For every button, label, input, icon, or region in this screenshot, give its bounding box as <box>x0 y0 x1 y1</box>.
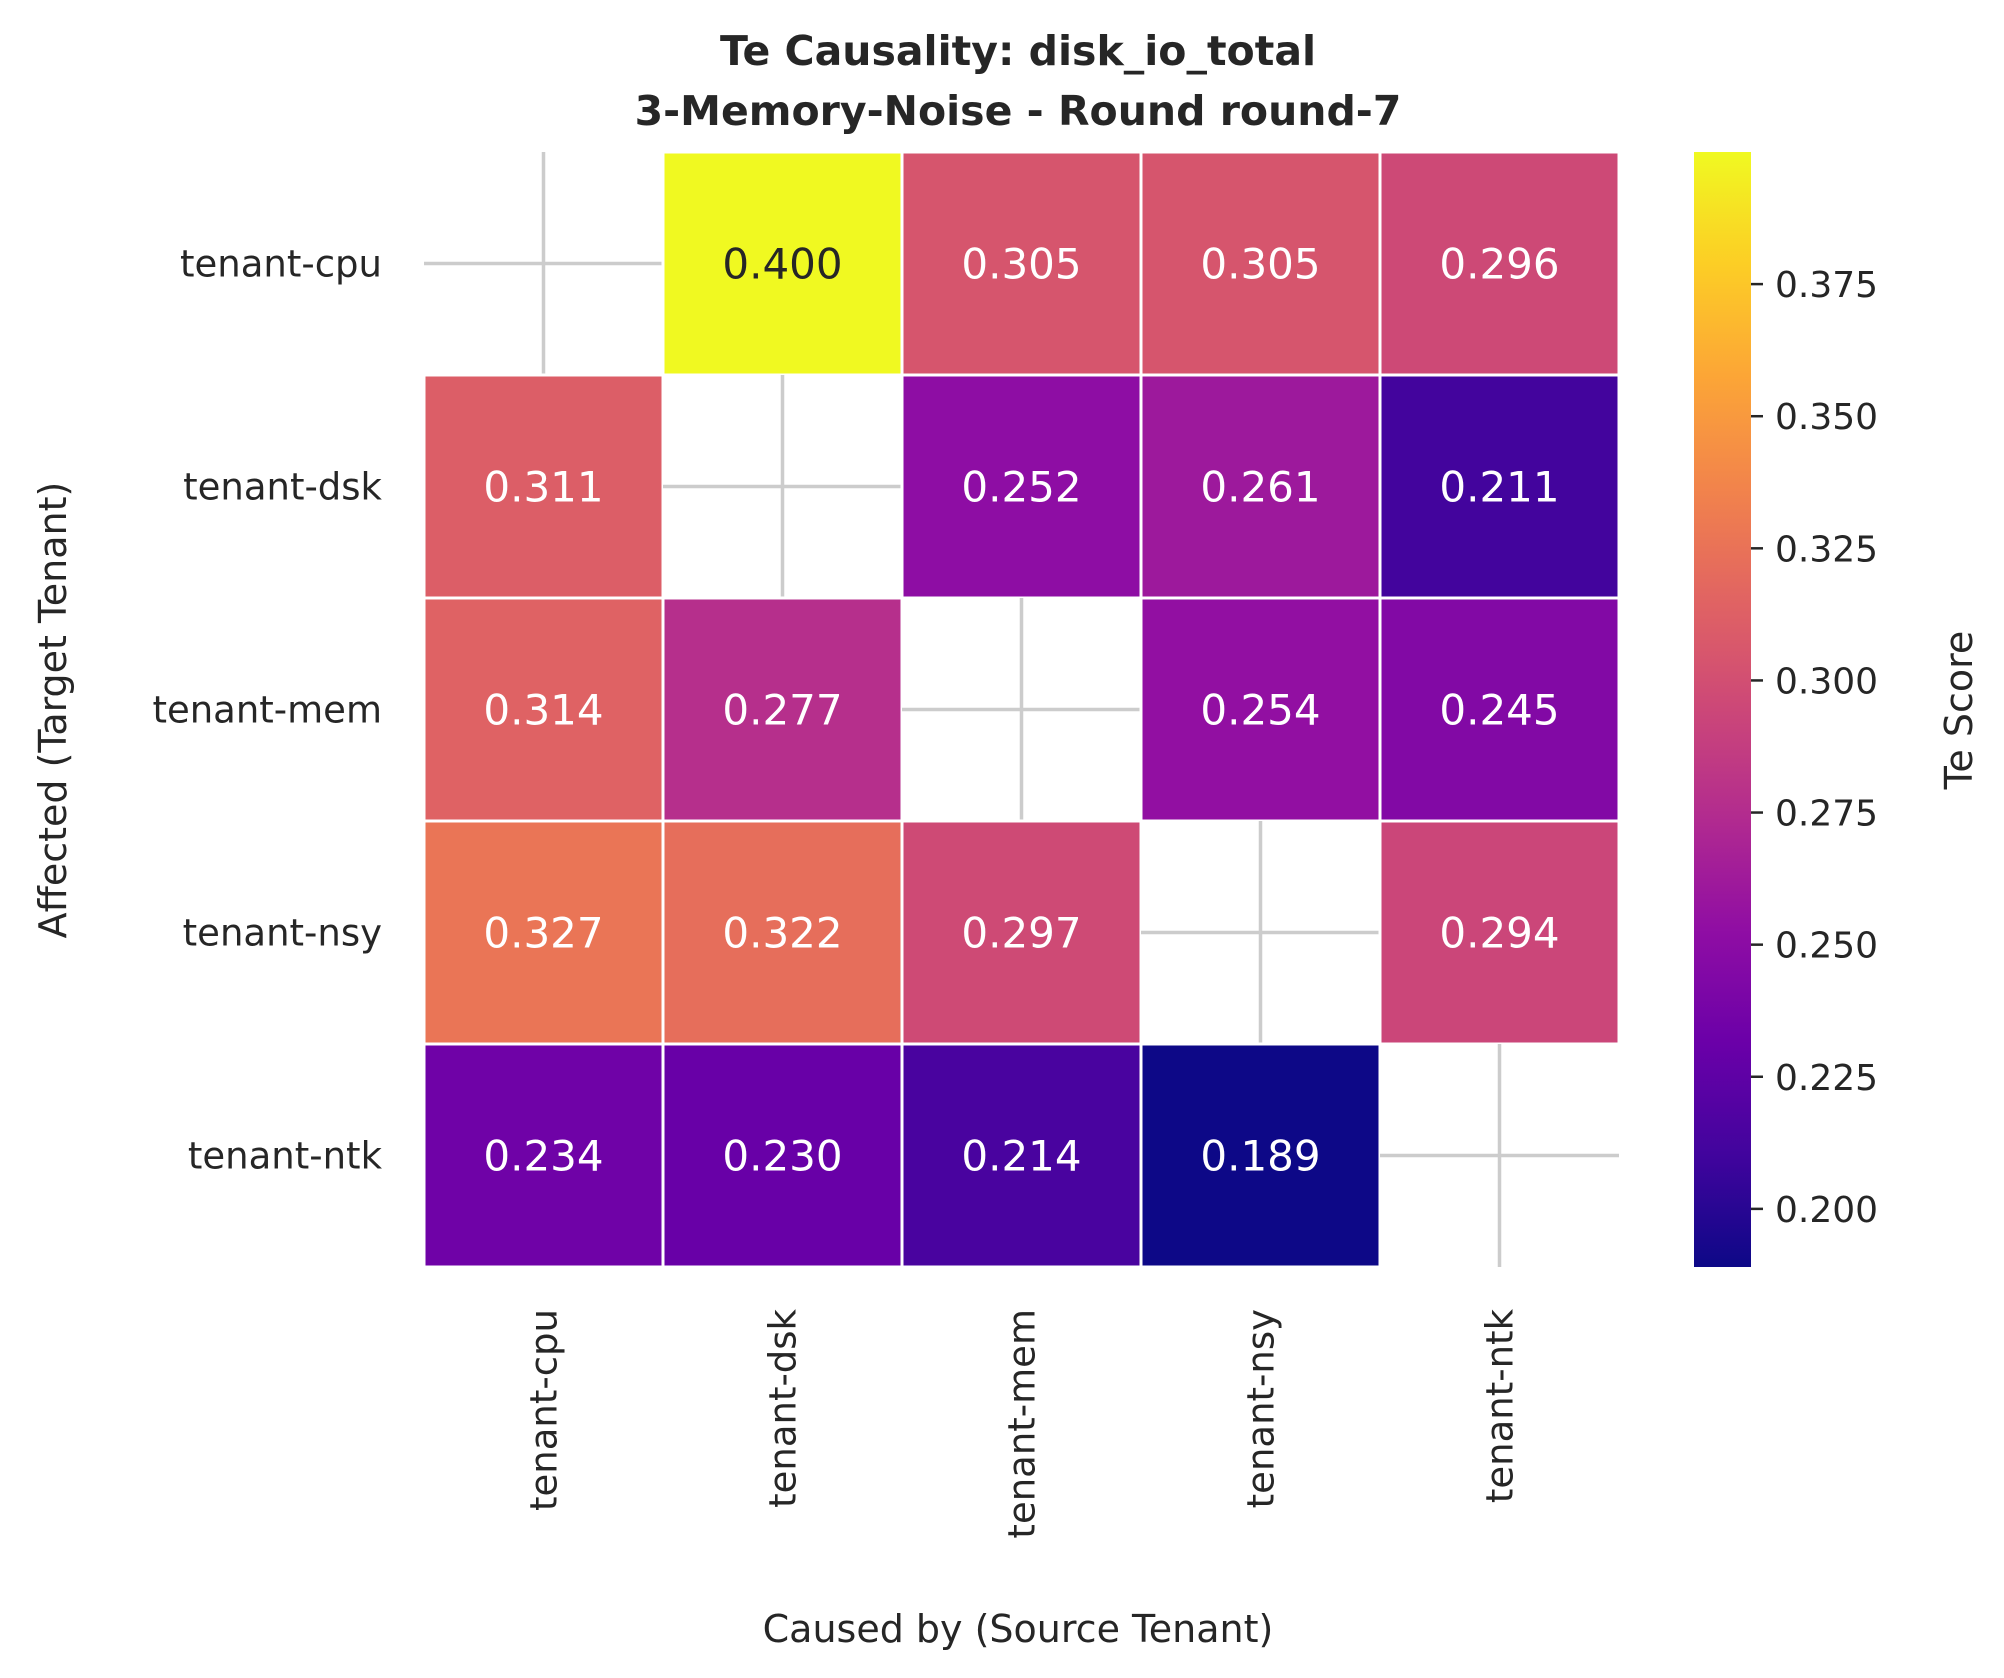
heatmap-cell <box>1378 819 1621 1046</box>
cell-value-label: 0.322 <box>722 909 842 958</box>
heatmap-cell <box>1378 373 1621 600</box>
cell-value-label: 0.327 <box>483 909 603 958</box>
cell-value-label: 0.261 <box>1200 463 1320 512</box>
y-axis-label: Affected (Target Tenant) <box>31 482 75 939</box>
cell-value-label: 0.252 <box>961 463 1081 512</box>
cell-value-label: 0.311 <box>483 463 603 512</box>
cell-value-label: 0.314 <box>483 686 603 735</box>
heatmap-cell <box>661 819 904 1046</box>
colorbar-label: Te Score <box>1937 631 1981 791</box>
cell-value-label: 0.296 <box>1439 240 1559 289</box>
cell-value-label: 0.297 <box>961 909 1081 958</box>
cell-value-label: 0.305 <box>961 240 1081 289</box>
heatmap-cell <box>1139 596 1382 823</box>
y-axis-tick-labels: tenant-cpu tenant-dsk tenant-mem tenant-nsy… <box>152 243 382 1178</box>
cell-value-label: 0.234 <box>483 1132 603 1181</box>
diagonal-empty-cell <box>1380 1044 1619 1267</box>
chart-subtitle: 3-Memory-Noise - Round round-7 <box>635 87 1402 135</box>
cell-value-label: 0.305 <box>1200 240 1320 289</box>
colorbar-tick-label: 0.375 <box>1775 265 1878 306</box>
heatmap-cell <box>1378 150 1621 377</box>
diagonal-empty-cell <box>1141 821 1380 1044</box>
cell-value-label: 0.245 <box>1439 686 1559 735</box>
heatmap-cell <box>1378 596 1621 823</box>
colorbar-tick-label: 0.275 <box>1775 794 1878 835</box>
cell-value-label: 0.214 <box>961 1132 1081 1181</box>
colorbar: 0.200 0.225 0.250 0.275 0.300 0.325 0.350 0.375 <box>1694 152 1878 1267</box>
heatmap-cell <box>661 1042 904 1269</box>
diagonal-empty-cell <box>663 375 902 598</box>
x-axis-tick-labels: tenant-cpu tenant-dsk tenant-mem tenant-nsy… <box>523 1308 1522 1538</box>
diagonal-empty-cell <box>424 152 663 375</box>
x-tick-label: tenant-nsy <box>1240 1309 1283 1508</box>
y-tick-label: tenant-nsy <box>183 912 382 955</box>
y-tick-label: tenant-mem <box>152 689 382 732</box>
heatmap-cell <box>661 596 904 823</box>
y-tick-label: tenant-cpu <box>180 243 382 286</box>
heatmap-grid: 0.400 0.305 0.305 0.296 0.311 0.252 0.261 0.211… <box>422 150 1621 1269</box>
colorbar-tick-label: 0.300 <box>1775 661 1878 702</box>
y-tick-label: tenant-ntk <box>188 1135 383 1178</box>
colorbar-tick-label: 0.325 <box>1775 529 1878 570</box>
cell-value-label: 0.189 <box>1200 1132 1320 1181</box>
y-tick-label: tenant-dsk <box>183 466 382 509</box>
cell-value-label: 0.277 <box>722 686 842 735</box>
heatmap-cell <box>1139 1042 1382 1269</box>
heatmap-cell <box>422 596 665 823</box>
heatmap-cell <box>900 373 1143 600</box>
cell-value-label: 0.294 <box>1439 909 1559 958</box>
colorbar-tick-label: 0.200 <box>1775 1190 1878 1231</box>
chart-title: Te Causality: disk_io_total <box>720 27 1316 75</box>
cell-value-label: 0.230 <box>722 1132 842 1181</box>
x-tick-label: tenant-cpu <box>523 1309 566 1511</box>
x-tick-label: tenant-dsk <box>762 1308 805 1507</box>
cell-value-label: 0.254 <box>1200 686 1320 735</box>
cell-value-label: 0.211 <box>1439 463 1559 512</box>
heatmap-cell <box>900 1042 1143 1269</box>
x-tick-label: tenant-ntk <box>1479 1308 1522 1503</box>
x-tick-label: tenant-mem <box>1001 1309 1044 1539</box>
x-axis-label: Caused by (Source Tenant) <box>763 1607 1274 1651</box>
cell-value-label: 0.400 <box>722 240 842 289</box>
heatmap-cell <box>900 150 1143 377</box>
colorbar-tick-label: 0.225 <box>1775 1058 1878 1099</box>
heatmap-cell <box>1139 150 1382 377</box>
heatmap-cell <box>661 150 904 377</box>
heatmap-cell <box>422 819 665 1046</box>
heatmap-cell <box>422 1042 665 1269</box>
colorbar-gradient <box>1694 152 1751 1267</box>
colorbar-tick-label: 0.250 <box>1775 926 1878 967</box>
colorbar-tick-label: 0.350 <box>1775 397 1878 438</box>
diagonal-empty-cell <box>902 598 1141 821</box>
